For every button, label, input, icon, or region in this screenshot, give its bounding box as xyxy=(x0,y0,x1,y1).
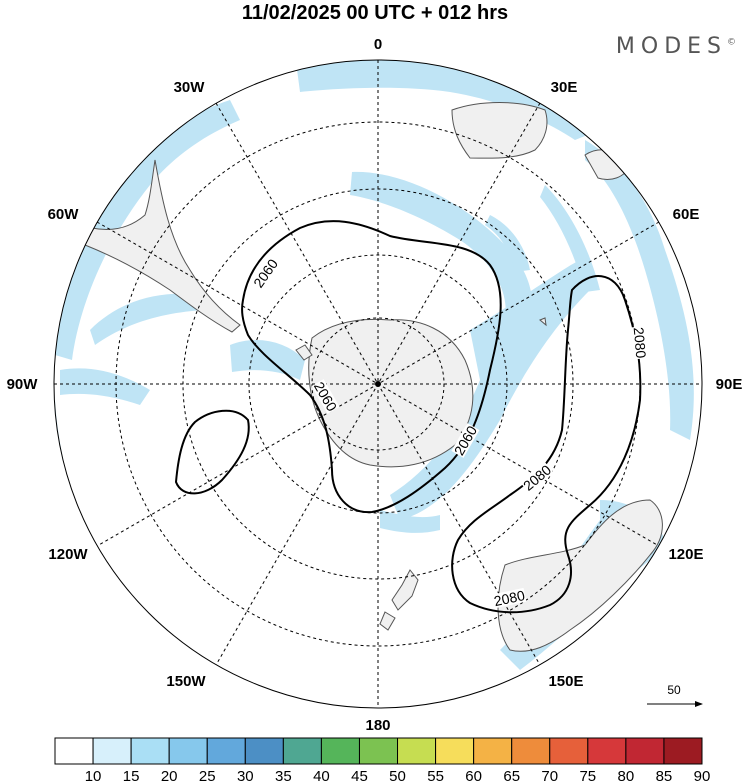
colorbar-tick-label: 45 xyxy=(351,768,368,782)
lon-label-60e: 60E xyxy=(673,206,700,223)
svg-text:2080: 2080 xyxy=(492,587,526,609)
reference-vector: 50 xyxy=(647,683,703,707)
map-title: 11/02/2025 00 UTC + 012 hrs xyxy=(241,2,509,24)
colorbar-swatch xyxy=(663,737,703,765)
colorbar-tick-label: 75 xyxy=(579,768,596,782)
lon-label-30w: 30W xyxy=(174,79,206,96)
colorbar-swatch xyxy=(397,737,437,765)
longitude-labels: 0 30E 60E 90E 120E 150E 180 150W 120W 90… xyxy=(7,36,743,734)
colorbar-tick-label: 20 xyxy=(161,768,178,782)
colorbar-tick-label: 30 xyxy=(237,768,254,782)
svg-text:2080: 2080 xyxy=(520,461,554,493)
colorbar-swatch xyxy=(168,737,208,765)
reference-vector-label: 50 xyxy=(667,683,681,697)
colorbar-tick-label: 40 xyxy=(313,768,330,782)
lon-label-150w: 150W xyxy=(166,673,206,690)
colorbar-swatch xyxy=(435,737,475,765)
lon-label-120e: 120E xyxy=(668,546,703,563)
brand-name: MODES xyxy=(615,34,727,59)
colorbar-swatch xyxy=(549,737,589,765)
svg-text:2080: 2080 xyxy=(631,327,650,360)
colorbar-tick-label: 70 xyxy=(541,768,558,782)
colorbar-tick-label: 65 xyxy=(503,768,520,782)
colorbar-tick-label: 50 xyxy=(389,768,406,782)
colorbar-swatch xyxy=(320,737,360,765)
brand-mark: © xyxy=(727,37,736,48)
colorbar-swatch xyxy=(282,737,322,765)
colorbar-swatch xyxy=(92,737,132,765)
lon-label-30e: 30E xyxy=(551,79,578,96)
colorbar-swatch xyxy=(511,737,551,765)
colorbar-swatch xyxy=(473,737,513,765)
colorbar-swatch xyxy=(244,737,284,765)
lon-label-90w: 90W xyxy=(7,376,39,393)
colorbar-swatch xyxy=(130,737,170,765)
colorbar-swatch xyxy=(625,737,665,765)
south-pole-marker xyxy=(375,381,381,387)
lon-label-180: 180 xyxy=(365,717,390,734)
lon-label-120w: 120W xyxy=(48,546,88,563)
lon-label-150e: 150E xyxy=(548,673,583,690)
colorbar: 10 15 20 25 30 35 40 45 50 55 60 65 70 75 80 85 90 xyxy=(54,737,711,782)
colorbar-tick-label: 55 xyxy=(427,768,444,782)
colorbar-tick-label: 15 xyxy=(123,768,140,782)
brand-logo: MODES© xyxy=(616,34,736,59)
svg-text:2060: 2060 xyxy=(250,256,281,291)
colorbar-tick-label: 80 xyxy=(618,768,635,782)
colorbar-tick-label: 35 xyxy=(275,768,292,782)
lon-label-90e: 90E xyxy=(716,376,743,393)
colorbar-swatch xyxy=(206,737,246,765)
landmasses xyxy=(84,102,663,652)
colorbar-tick-label: 10 xyxy=(85,768,102,782)
lon-label-0: 0 xyxy=(374,36,382,53)
colorbar-swatch xyxy=(587,737,627,765)
map-boundary xyxy=(53,59,703,709)
colorbar-tick-label: 25 xyxy=(199,768,216,782)
colorbar-swatch xyxy=(358,737,399,765)
colorbar-tick-label: 85 xyxy=(656,768,673,782)
lon-label-60w: 60W xyxy=(48,206,80,223)
colorbar-swatch xyxy=(54,737,94,765)
colorbar-tick-label: 90 xyxy=(694,768,711,782)
colorbar-tick-label: 60 xyxy=(465,768,482,782)
